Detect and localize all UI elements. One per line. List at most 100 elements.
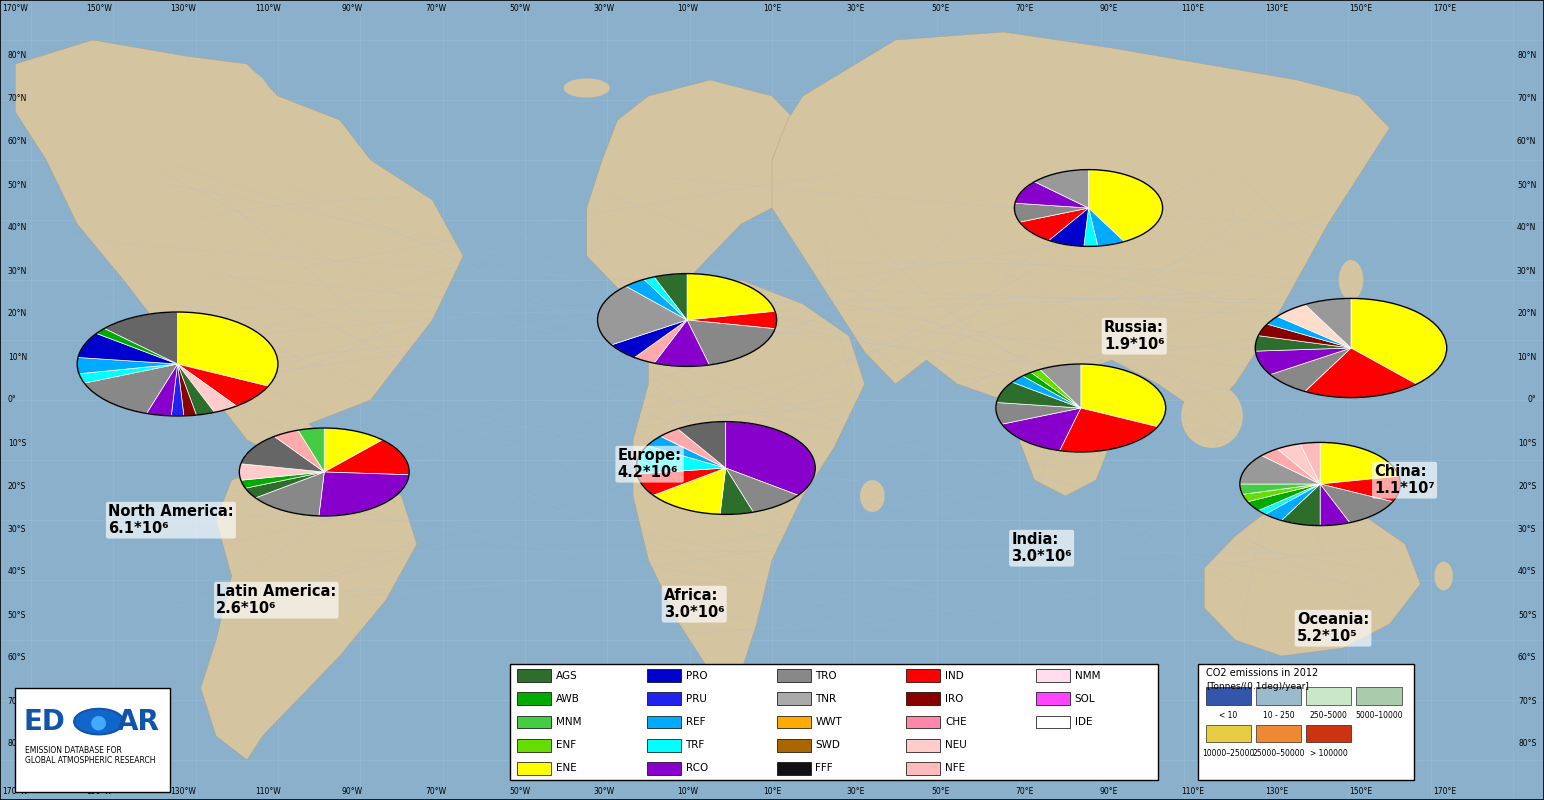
- FancyBboxPatch shape: [1257, 725, 1302, 742]
- Text: 50°E: 50°E: [931, 787, 950, 796]
- Wedge shape: [1089, 208, 1124, 246]
- FancyBboxPatch shape: [906, 762, 940, 774]
- Text: North America:
6.1*10⁶: North America: 6.1*10⁶: [108, 504, 233, 536]
- Text: SWD: SWD: [815, 740, 840, 750]
- Text: GLOBAL ATMOSPHERIC RESEARCH: GLOBAL ATMOSPHERIC RESEARCH: [25, 756, 156, 765]
- Wedge shape: [1084, 208, 1098, 246]
- Wedge shape: [636, 468, 726, 495]
- Text: 50°W: 50°W: [510, 4, 531, 13]
- FancyBboxPatch shape: [647, 669, 681, 682]
- Wedge shape: [1031, 370, 1081, 408]
- FancyBboxPatch shape: [517, 762, 551, 774]
- Wedge shape: [1255, 336, 1351, 351]
- FancyBboxPatch shape: [777, 692, 811, 706]
- Polygon shape: [772, 32, 1390, 416]
- Text: ENE: ENE: [556, 763, 576, 774]
- Text: 70°N: 70°N: [8, 94, 28, 103]
- Text: 90°E: 90°E: [1099, 4, 1118, 13]
- Wedge shape: [85, 364, 178, 414]
- Text: 50°S: 50°S: [8, 610, 26, 619]
- Text: Africa:
3.0*10⁶: Africa: 3.0*10⁶: [664, 588, 724, 621]
- Wedge shape: [178, 312, 278, 386]
- Polygon shape: [1181, 384, 1243, 448]
- Text: 40°S: 40°S: [8, 567, 26, 577]
- Wedge shape: [241, 472, 324, 488]
- Text: IRO: IRO: [945, 694, 963, 704]
- Text: SOL: SOL: [1075, 694, 1095, 704]
- Wedge shape: [1277, 444, 1320, 484]
- Wedge shape: [996, 402, 1081, 424]
- FancyBboxPatch shape: [1206, 725, 1251, 742]
- Circle shape: [74, 709, 124, 734]
- Text: 10°E: 10°E: [763, 4, 781, 13]
- FancyBboxPatch shape: [647, 762, 681, 774]
- Wedge shape: [687, 311, 777, 329]
- Wedge shape: [1014, 182, 1089, 208]
- Text: 80°S: 80°S: [8, 739, 26, 749]
- Wedge shape: [298, 428, 324, 472]
- Wedge shape: [661, 429, 726, 468]
- Wedge shape: [1305, 298, 1351, 348]
- Text: 30°W: 30°W: [593, 4, 615, 13]
- Wedge shape: [1002, 408, 1081, 450]
- Text: 30°N: 30°N: [1516, 266, 1536, 275]
- Text: 10°E: 10°E: [763, 787, 781, 796]
- Polygon shape: [1434, 562, 1453, 590]
- Wedge shape: [147, 364, 178, 416]
- FancyBboxPatch shape: [777, 669, 811, 682]
- Wedge shape: [636, 446, 726, 474]
- Wedge shape: [598, 286, 687, 345]
- Text: 10°N: 10°N: [1518, 353, 1536, 362]
- Text: 60°N: 60°N: [8, 138, 28, 146]
- Wedge shape: [655, 320, 709, 366]
- Text: 170°E: 170°E: [1433, 4, 1456, 13]
- Wedge shape: [726, 422, 815, 495]
- Wedge shape: [178, 364, 269, 406]
- Wedge shape: [1089, 170, 1163, 242]
- Text: NFE: NFE: [945, 763, 965, 774]
- Polygon shape: [633, 280, 865, 704]
- Wedge shape: [241, 437, 324, 472]
- FancyBboxPatch shape: [15, 688, 170, 792]
- Wedge shape: [79, 364, 178, 383]
- FancyBboxPatch shape: [906, 692, 940, 706]
- Text: 40°N: 40°N: [1516, 223, 1536, 233]
- FancyBboxPatch shape: [777, 739, 811, 752]
- Wedge shape: [1300, 442, 1320, 484]
- Text: NEU: NEU: [945, 740, 967, 750]
- Text: Europe:
4.2*10⁶: Europe: 4.2*10⁶: [618, 448, 681, 480]
- Text: 30°S: 30°S: [8, 525, 26, 534]
- Wedge shape: [687, 274, 775, 320]
- Polygon shape: [1019, 384, 1112, 496]
- Wedge shape: [96, 329, 178, 364]
- Text: 150°E: 150°E: [1349, 787, 1373, 796]
- Wedge shape: [77, 358, 178, 374]
- Text: 25000–50000: 25000–50000: [1252, 749, 1305, 758]
- Wedge shape: [178, 364, 215, 415]
- Wedge shape: [324, 440, 409, 474]
- Text: 30°S: 30°S: [1518, 525, 1536, 534]
- Polygon shape: [564, 78, 610, 98]
- Text: 60°S: 60°S: [1518, 654, 1536, 662]
- Wedge shape: [1034, 170, 1089, 208]
- Wedge shape: [644, 277, 687, 320]
- FancyBboxPatch shape: [517, 715, 551, 728]
- Text: FFF: FFF: [815, 763, 832, 774]
- Wedge shape: [1014, 203, 1089, 222]
- Wedge shape: [256, 472, 324, 516]
- FancyBboxPatch shape: [647, 715, 681, 728]
- FancyBboxPatch shape: [1257, 687, 1302, 705]
- Wedge shape: [1243, 484, 1320, 502]
- Wedge shape: [1265, 484, 1320, 521]
- Text: 30°N: 30°N: [8, 266, 28, 275]
- Text: 20°S: 20°S: [1518, 482, 1536, 490]
- Text: IDE: IDE: [1075, 717, 1092, 727]
- FancyBboxPatch shape: [1306, 725, 1351, 742]
- Text: 0°: 0°: [1527, 395, 1536, 405]
- Wedge shape: [1022, 373, 1081, 408]
- Text: CO2 emissions in 2012: CO2 emissions in 2012: [1206, 668, 1319, 678]
- FancyBboxPatch shape: [1357, 687, 1402, 705]
- Wedge shape: [275, 430, 324, 472]
- Wedge shape: [1059, 408, 1158, 452]
- Text: > 100000: > 100000: [1309, 749, 1348, 758]
